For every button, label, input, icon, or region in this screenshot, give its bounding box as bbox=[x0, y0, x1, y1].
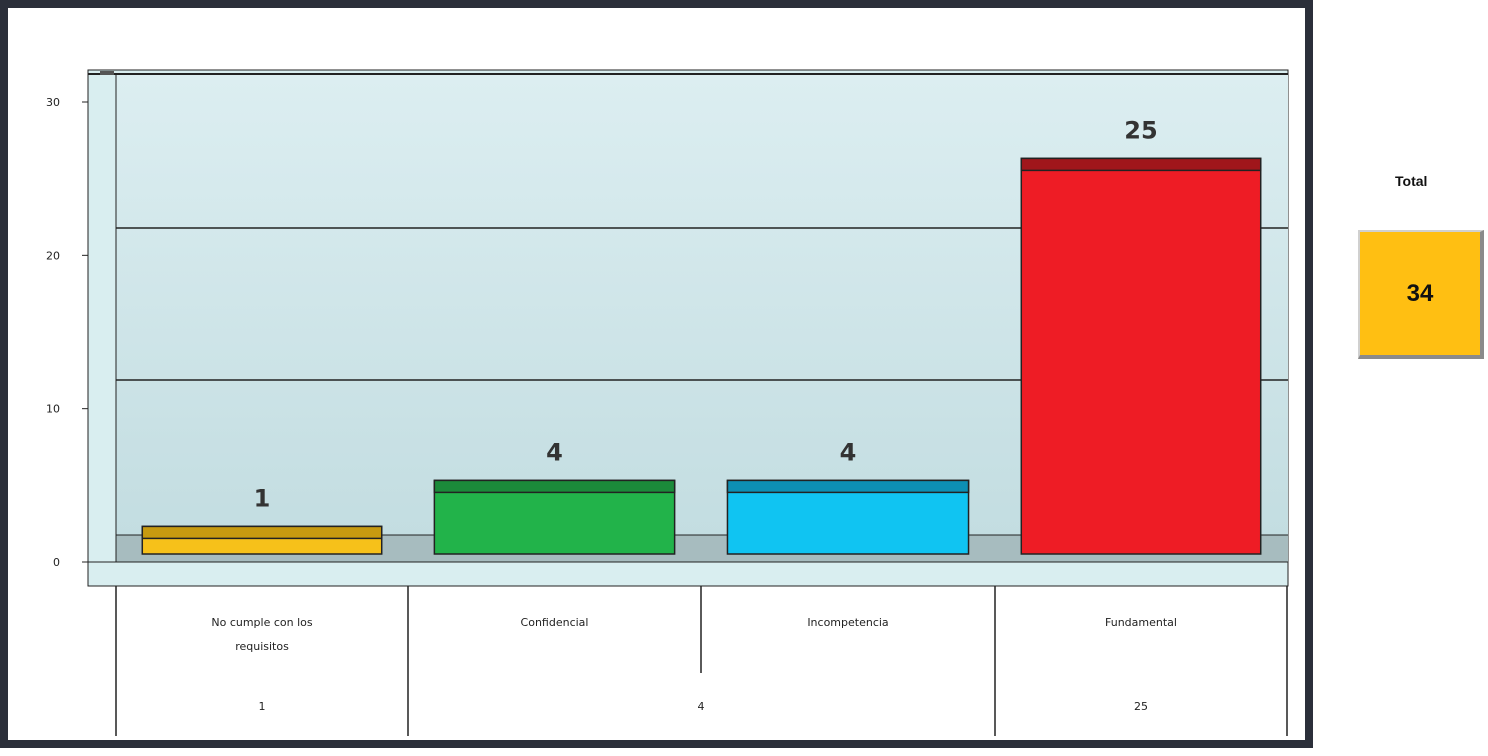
data-label: 25 bbox=[1124, 116, 1157, 144]
category-label: Incompetencia bbox=[807, 616, 888, 629]
table-value: 1 bbox=[259, 700, 266, 713]
chart-frame: 0 10 20 30 1 4 4 25 No cumple con los requisito… bbox=[0, 0, 1313, 748]
data-label: 1 bbox=[254, 484, 271, 512]
bar-top bbox=[1021, 158, 1260, 170]
total-value: 34 bbox=[1407, 280, 1434, 308]
table-value: 4 bbox=[698, 700, 705, 713]
category-label: Fundamental bbox=[1105, 616, 1177, 629]
table-value: 25 bbox=[1134, 700, 1148, 713]
category-label: Confidencial bbox=[521, 616, 589, 629]
y-tick-label: 10 bbox=[46, 403, 60, 416]
y-tick-label: 30 bbox=[46, 96, 60, 109]
total-box: 34 bbox=[1358, 230, 1484, 359]
bar bbox=[1021, 158, 1260, 554]
bar-top bbox=[727, 480, 968, 492]
category-label: No cumple con los requisitos bbox=[211, 616, 313, 653]
y-tick-label: 0 bbox=[53, 556, 60, 569]
bar-top bbox=[142, 526, 381, 538]
data-label: 4 bbox=[546, 438, 563, 466]
data-label: 4 bbox=[840, 438, 857, 466]
total-label: Total bbox=[1395, 173, 1427, 189]
bar-chart: 0 10 20 30 1 4 4 25 No cumple con los requisito… bbox=[8, 8, 1321, 756]
y-tick-label: 20 bbox=[46, 249, 60, 262]
bar-top bbox=[434, 480, 674, 492]
